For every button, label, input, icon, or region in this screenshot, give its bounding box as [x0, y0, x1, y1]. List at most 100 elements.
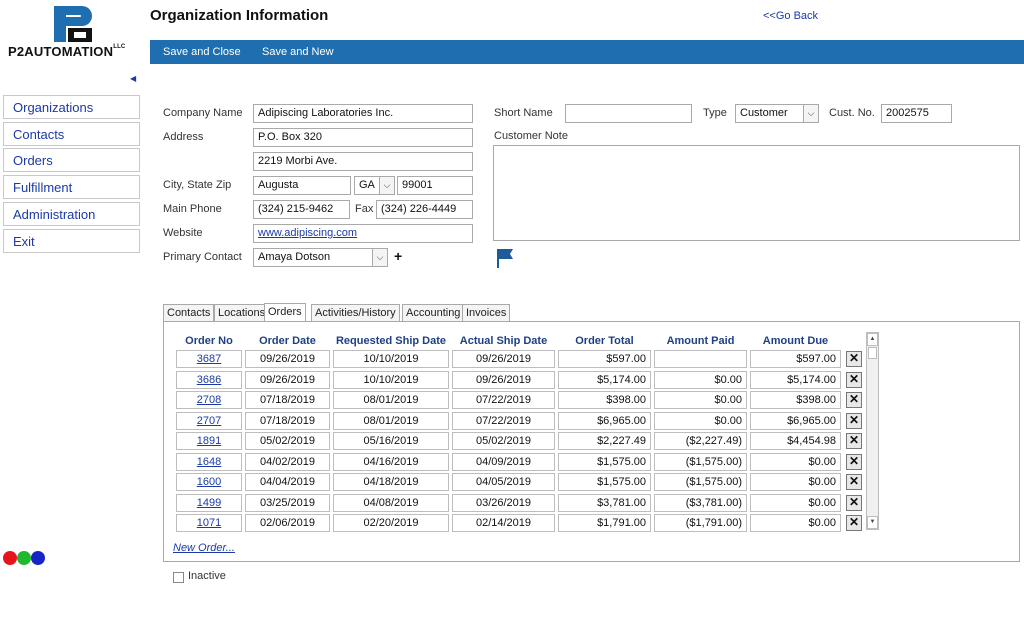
tab-accounting[interactable]: Accounting [402, 304, 465, 322]
requested-ship-date-cell: 10/10/2019 [333, 370, 449, 389]
order-no-link[interactable]: 2707 [176, 411, 242, 430]
delete-order-icon[interactable]: ✕ [846, 392, 862, 408]
tab-contacts[interactable]: Contacts [163, 304, 215, 322]
delete-order-icon[interactable]: ✕ [846, 351, 862, 367]
status-dot [3, 551, 17, 565]
customer-note-textarea[interactable] [493, 145, 1020, 241]
main-phone-input[interactable]: (324) 215-9462 [253, 200, 350, 219]
website-link[interactable]: www.adipiscing.com [253, 224, 473, 243]
order-no-link[interactable]: 2708 [176, 391, 242, 409]
amount-due-cell: $0.00 [750, 452, 841, 471]
add-contact-button[interactable]: + [394, 248, 403, 264]
fax-input[interactable]: (324) 226-4449 [376, 200, 473, 219]
order-total-cell: $5,174.00 [558, 370, 651, 389]
amount-paid-cell: ($1,791.00) [654, 514, 747, 532]
order-no-link[interactable]: 1600 [176, 473, 242, 491]
delete-order-icon[interactable]: ✕ [846, 412, 862, 429]
order-date-cell: 02/06/2019 [245, 514, 330, 532]
amount-due-cell: $5,174.00 [750, 370, 841, 389]
tab-orders[interactable]: Orders [264, 303, 306, 322]
order-no-link[interactable]: 3687 [176, 350, 242, 368]
amount-due-cell: $597.00 [750, 350, 841, 368]
state-value: GA [359, 179, 375, 191]
type-select[interactable]: Customer ⌵ [735, 104, 819, 123]
order-date-cell: 04/02/2019 [245, 452, 330, 471]
state-select[interactable]: GA ⌵ [354, 176, 395, 195]
amount-due-cell: $6,965.00 [750, 411, 841, 430]
delete-order-icon[interactable]: ✕ [846, 433, 862, 449]
type-label: Type [703, 107, 727, 119]
amount-due-cell: $0.00 [750, 493, 841, 512]
save-and-new-button[interactable]: Save and New [262, 46, 334, 58]
delete-order-icon[interactable]: ✕ [846, 474, 862, 490]
status-dot [31, 551, 45, 565]
scroll-down-icon[interactable]: ▼ [867, 516, 878, 529]
order-date-cell: 05/02/2019 [245, 432, 330, 450]
tab-activities-history[interactable]: Activities/History [311, 304, 400, 322]
zip-input[interactable]: 99001 [397, 176, 473, 195]
city-input[interactable]: Augusta [253, 176, 351, 195]
order-no-link[interactable]: 3686 [176, 370, 242, 389]
col-header-amount-due: Amount Due [762, 335, 829, 347]
flag-icon[interactable] [496, 248, 514, 268]
order-total-cell: $3,781.00 [558, 493, 651, 512]
save-and-close-button[interactable]: Save and Close [163, 46, 241, 58]
order-no-link[interactable]: 1071 [176, 514, 242, 532]
requested-ship-date-cell: 02/20/2019 [333, 514, 449, 532]
col-header-order-total: Order Total [575, 335, 634, 347]
tab-locations[interactable]: Locations [214, 304, 270, 322]
type-value: Customer [740, 107, 788, 119]
actual-ship-date-cell: 03/26/2019 [452, 493, 555, 512]
go-back-link[interactable]: <<Go Back [763, 10, 819, 22]
amount-paid-cell: ($1,575.00) [654, 473, 747, 491]
toolbar: Save and Close Save and New [150, 40, 1024, 64]
company-name-label: Company Name [163, 107, 243, 119]
address-label: Address [163, 131, 204, 143]
cust-no-input[interactable]: 2002575 [881, 104, 952, 123]
chevron-down-icon[interactable]: ⌵ [372, 249, 387, 266]
inactive-label: Inactive [188, 570, 226, 582]
address-line1-input[interactable]: P.O. Box 320 [253, 128, 473, 147]
requested-ship-date-cell: 08/01/2019 [333, 411, 449, 430]
delete-order-icon[interactable]: ✕ [846, 371, 862, 388]
nav-item-organizations[interactable]: Organizations [3, 95, 140, 119]
chevron-down-icon[interactable]: ⌵ [803, 105, 818, 122]
address-line2-input[interactable]: 2219 Morbi Ave. [253, 152, 473, 171]
primary-contact-label: Primary Contact [163, 251, 242, 263]
amount-due-cell: $0.00 [750, 514, 841, 532]
collapse-sidebar-icon[interactable]: ◀ [130, 74, 137, 83]
nav-item-orders[interactable]: Orders [3, 148, 140, 172]
amount-due-cell: $398.00 [750, 391, 841, 409]
amount-due-cell: $0.00 [750, 473, 841, 491]
actual-ship-date-cell: 05/02/2019 [452, 432, 555, 450]
delete-order-icon[interactable]: ✕ [846, 494, 862, 511]
main-phone-label: Main Phone [163, 203, 222, 215]
col-header-actual-ship-date: Actual Ship Date [459, 335, 548, 347]
delete-order-icon[interactable]: ✕ [846, 453, 862, 470]
requested-ship-date-cell: 04/16/2019 [333, 452, 449, 471]
order-no-link[interactable]: 1648 [176, 452, 242, 471]
scroll-up-icon[interactable]: ▲ [867, 333, 878, 346]
delete-order-icon[interactable]: ✕ [846, 515, 862, 531]
nav-item-exit[interactable]: Exit [3, 229, 140, 253]
actual-ship-date-cell: 07/22/2019 [452, 411, 555, 430]
nav-item-fulfillment[interactable]: Fulfillment [3, 175, 140, 199]
primary-contact-select[interactable]: Amaya Dotson ⌵ [253, 248, 388, 267]
scroll-thumb[interactable] [868, 347, 877, 359]
grid-scrollbar[interactable]: ▲ ▼ [866, 332, 879, 530]
actual-ship-date-cell: 09/26/2019 [452, 370, 555, 389]
page-title: Organization Information [150, 7, 329, 24]
inactive-checkbox[interactable] [173, 572, 184, 583]
new-order-link[interactable]: New Order... [173, 542, 235, 554]
company-name-input[interactable]: Adipiscing Laboratories Inc. [253, 104, 473, 123]
col-header-order-no: Order No [185, 335, 233, 347]
order-date-cell: 09/26/2019 [245, 350, 330, 368]
amount-paid-cell: $0.00 [654, 411, 747, 430]
chevron-down-icon[interactable]: ⌵ [379, 177, 394, 194]
nav-item-administration[interactable]: Administration [3, 202, 140, 226]
tab-invoices[interactable]: Invoices [462, 304, 511, 322]
short-name-input[interactable] [565, 104, 692, 123]
order-no-link[interactable]: 1891 [176, 432, 242, 450]
order-no-link[interactable]: 1499 [176, 493, 242, 512]
nav-item-contacts[interactable]: Contacts [3, 122, 140, 146]
